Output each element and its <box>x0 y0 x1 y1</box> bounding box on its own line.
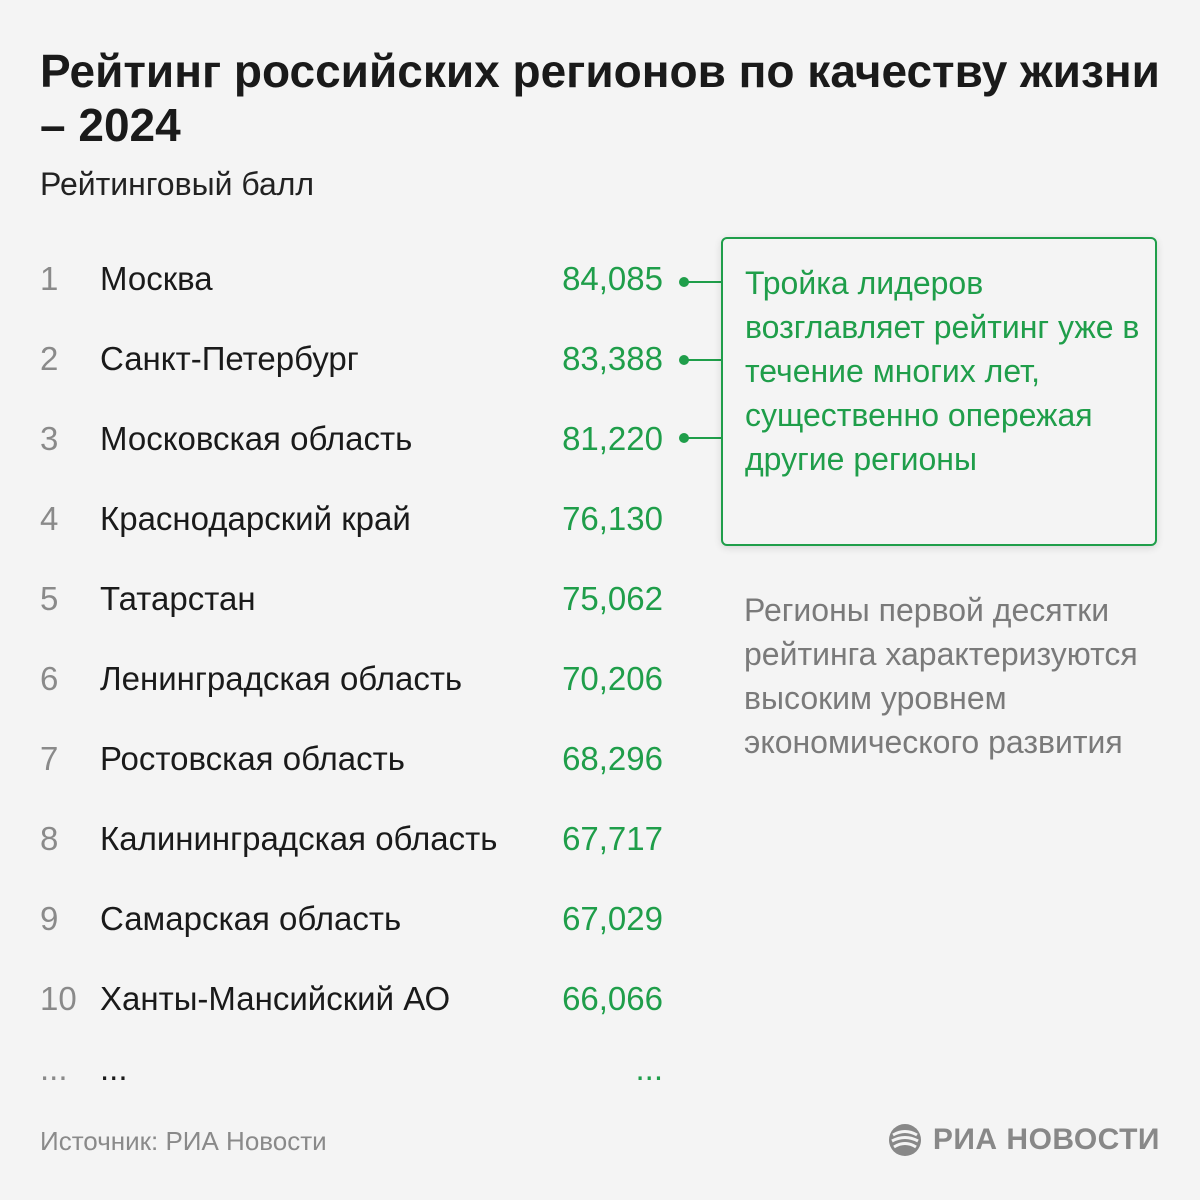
rank-cell: 8 <box>40 820 59 857</box>
table-row: 5 Татарстан 75,062 <box>0 562 700 642</box>
rank-cell: ... <box>40 1050 68 1087</box>
rank-cell: 9 <box>40 900 59 937</box>
ria-novosti-logo: РИА НОВОСТИ <box>887 1120 1160 1160</box>
score-cell: 70,206 <box>562 660 663 697</box>
rank-cell: 5 <box>40 580 59 617</box>
score-cell: ... <box>635 1050 663 1087</box>
chart-title: Рейтинг российских регионов по качеству … <box>40 45 1160 151</box>
region-cell: Самарская область <box>100 900 402 937</box>
top-ten-note: Регионы первой десятки рейтинга характер… <box>744 592 1138 760</box>
rank-cell: 4 <box>40 500 59 537</box>
connector-dot-2 <box>679 355 689 365</box>
region-cell: Московская область <box>100 420 413 457</box>
table-row: 8 Калининградская область 67,717 <box>0 802 700 882</box>
table-row: 6 Ленинградская область 70,206 <box>0 642 700 722</box>
region-cell: Ханты-Мансийский АО <box>100 980 451 1017</box>
table-row: 9 Самарская область 67,029 <box>0 882 700 962</box>
region-cell: ... <box>100 1050 128 1087</box>
score-cell: 75,062 <box>562 580 663 617</box>
rank-cell: 1 <box>40 260 59 297</box>
connector-dot-1 <box>679 277 689 287</box>
table-row: 3 Московская область 81,220 <box>0 402 700 482</box>
rank-cell: 2 <box>40 340 59 377</box>
region-cell: Санкт-Петербург <box>100 340 359 377</box>
table-row: 4 Краснодарский край 76,130 <box>0 482 700 562</box>
leaders-callout: Тройка лидеров возглавляет рейтинг уже в… <box>721 237 1157 546</box>
table-row: 10 Ханты-Мансийский АО 66,066 <box>0 962 700 1042</box>
table-row: 2 Санкт-Петербург 83,388 <box>0 322 700 402</box>
region-cell: Ленинградская область <box>100 660 463 697</box>
rank-cell: 3 <box>40 420 59 457</box>
score-cell: 81,220 <box>562 420 663 457</box>
score-cell: 84,085 <box>562 260 663 297</box>
table-row-continuation: ......... <box>0 1042 700 1122</box>
score-cell: 67,029 <box>562 900 663 937</box>
region-cell: Ростовская область <box>100 740 405 777</box>
region-cell: Татарстан <box>100 580 256 617</box>
score-cell: 76,130 <box>562 500 663 537</box>
region-cell: Москва <box>100 260 213 297</box>
table-row: 1 Москва 84,085 <box>0 242 700 322</box>
score-cell: 68,296 <box>562 740 663 777</box>
score-cell: 67,717 <box>562 820 663 857</box>
leaders-callout-text: Тройка лидеров возглавляет рейтинг уже в… <box>745 265 1140 477</box>
source-caption: Источник: РИА Новости <box>40 1126 327 1156</box>
region-cell: Калининградская область <box>100 820 498 857</box>
rank-cell: 10 <box>40 980 77 1017</box>
score-cell: 66,066 <box>562 980 663 1017</box>
chart-subtitle: Рейтинговый балл <box>40 166 315 202</box>
score-cell: 83,388 <box>562 340 663 377</box>
ria-novosti-logo-icon <box>888 1124 921 1156</box>
rank-cell: 6 <box>40 660 59 697</box>
connector-dot-3 <box>679 433 689 443</box>
table-row: 7 Ростовская область 68,296 <box>0 722 700 802</box>
ria-novosti-logo-text: РИА НОВОСТИ <box>932 1123 1160 1156</box>
region-cell: Краснодарский край <box>100 500 411 537</box>
rank-cell: 7 <box>40 740 59 777</box>
